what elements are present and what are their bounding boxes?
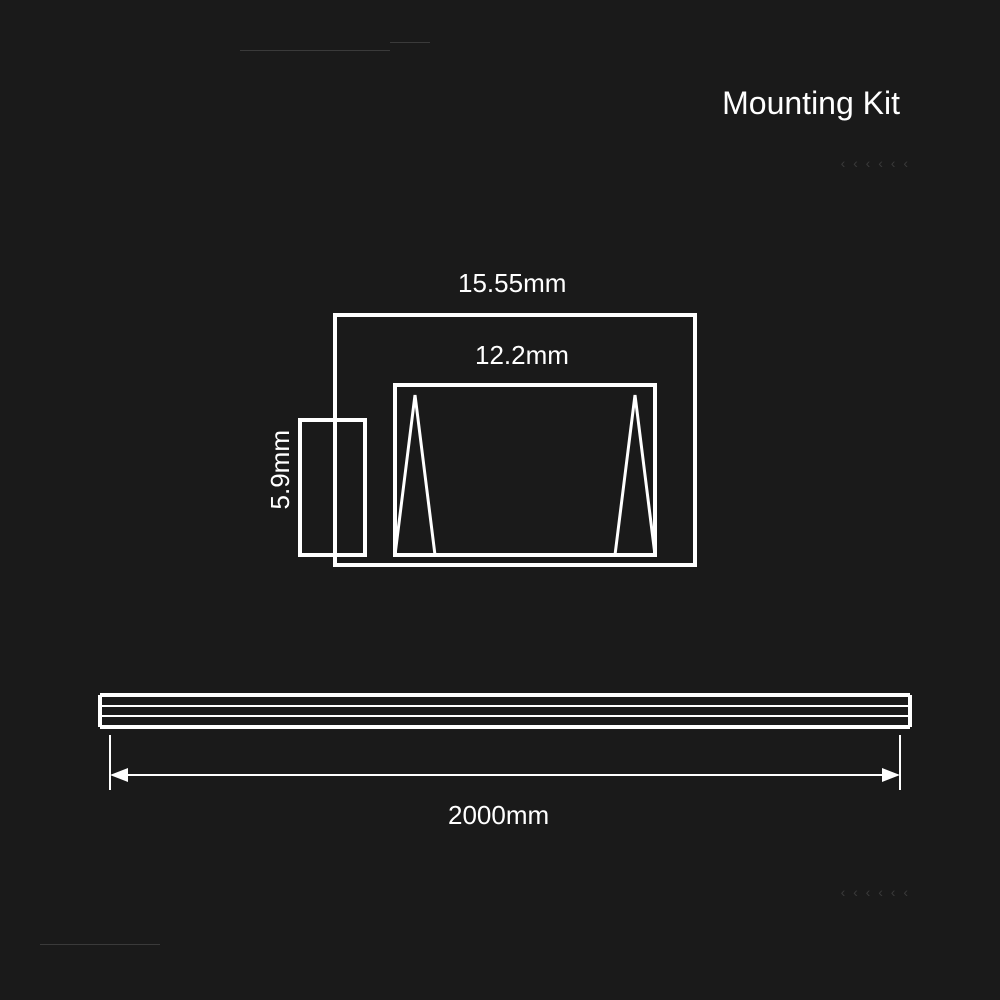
technical-diagram — [0, 0, 1000, 1000]
